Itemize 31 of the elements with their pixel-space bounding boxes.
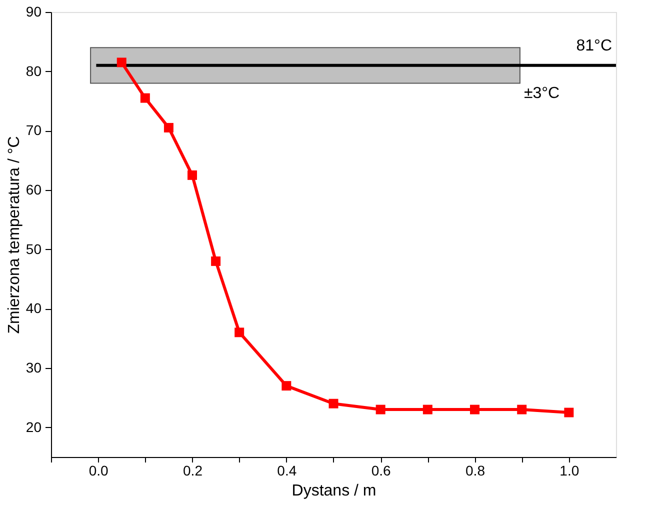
x-tick-label: 0.6 <box>371 462 392 478</box>
point <box>188 170 197 180</box>
x-tick-label: 0.0 <box>88 462 109 478</box>
x-axis-title: Dystans / m <box>292 482 376 500</box>
point <box>164 122 174 132</box>
point <box>234 328 244 338</box>
point <box>470 404 480 414</box>
y-axis-title: Zmierzona temperatura / °C <box>6 136 23 334</box>
point <box>282 381 292 391</box>
y-tick-label: 50 <box>26 240 42 257</box>
y-tick-label: 40 <box>26 300 42 316</box>
point <box>328 398 338 408</box>
x-tick-label: 0.8 <box>466 462 486 478</box>
ref-line-label: 81°C <box>576 37 612 54</box>
y-tick-label: 30 <box>26 360 42 376</box>
x-tick-label: 0.2 <box>183 462 203 478</box>
x-tick-label: 1.0 <box>560 462 580 478</box>
point <box>211 256 221 266</box>
point <box>376 404 386 414</box>
y-tick-label: 90 <box>26 4 42 20</box>
y-tick-label: 20 <box>26 418 42 435</box>
point <box>517 404 527 414</box>
y-tick-label: 80 <box>26 62 42 79</box>
point <box>422 404 432 414</box>
point <box>140 93 150 103</box>
x-tick-label: 0.4 <box>277 462 297 478</box>
y-tick-label: 60 <box>26 182 42 198</box>
band-label: ±3°C <box>524 85 560 102</box>
point <box>564 408 574 418</box>
point <box>116 58 126 68</box>
y-tick-label: 70 <box>26 122 42 138</box>
